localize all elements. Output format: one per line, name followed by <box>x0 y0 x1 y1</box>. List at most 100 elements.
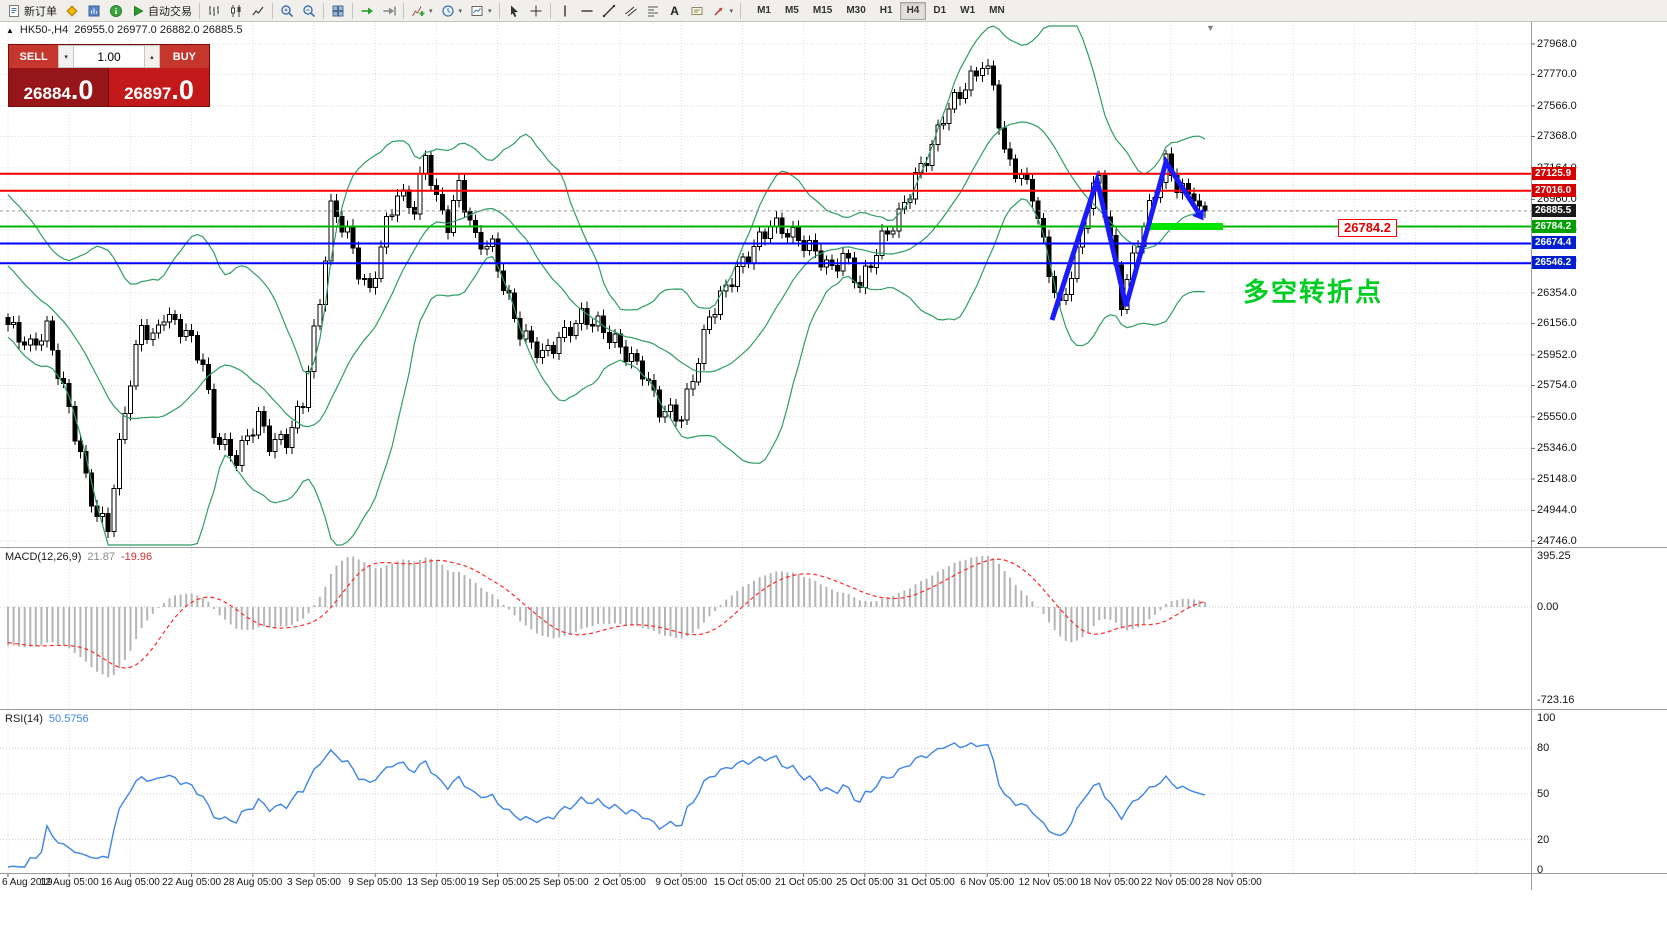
time-axis-label: 13 Sep 05:00 <box>406 877 467 888</box>
price-axis-label: 27770.0 <box>1537 68 1577 80</box>
toolbar-separator <box>403 2 404 19</box>
time-axis-label: 15 Oct 05:00 <box>713 877 772 888</box>
trendline-tool-button[interactable] <box>598 1 620 21</box>
level-price-badge: 27125.9 <box>1532 167 1576 180</box>
timeframe-h4-button[interactable]: H4 <box>899 1 927 20</box>
chart-title-line: ▲ HK50-,H4 26955.0 26977.0 26882.0 26885… <box>6 24 242 36</box>
timeframe-m15-button[interactable]: M15 <box>806 2 839 20</box>
data-window-button[interactable] <box>105 1 127 21</box>
fibonacci-tool-button[interactable] <box>642 1 664 21</box>
toolbar-separator <box>549 2 551 19</box>
timeframe-w1-button[interactable]: W1 <box>953 2 982 20</box>
rsi-axis-label: 0 <box>1537 864 1544 876</box>
fibonacci-icon <box>647 6 658 16</box>
time-axis-label: 28 Aug 05:00 <box>223 877 283 888</box>
zigzag-arrow-annotation[interactable] <box>1049 155 1201 321</box>
dropdown-caret-icon: ▾ <box>488 7 492 15</box>
toolbar-separator <box>498 2 500 19</box>
toolbar-separator <box>272 2 273 19</box>
new-order-label: 新订单 <box>24 5 57 18</box>
chart-shift-button[interactable] <box>378 1 400 21</box>
macd-histogram <box>7 556 1206 678</box>
templates-button[interactable]: ▾ <box>466 1 496 21</box>
timeframe-m30-button[interactable]: M30 <box>839 2 872 20</box>
time-axis-label: 9 Sep 05:00 <box>348 877 403 888</box>
new-order-button[interactable]: 新订单 <box>3 1 61 21</box>
current-price-badge: 26885.5 <box>1532 204 1576 217</box>
vertical-line-tool-button[interactable] <box>554 1 576 21</box>
volume-decrease-button[interactable]: ▾ <box>58 45 74 68</box>
timeframe-mn-button[interactable]: MN <box>982 2 1012 20</box>
tile-windows-button[interactable] <box>327 1 349 21</box>
bar-chart-icon <box>209 5 219 16</box>
time-axis-label: 3 Sep 05:00 <box>287 877 341 888</box>
periods-button[interactable]: ▾ <box>437 1 467 21</box>
text-tool-icon: A <box>670 3 679 18</box>
toolbar-separator <box>199 2 200 19</box>
time-axis-label: 22 Aug 05:00 <box>162 877 222 888</box>
time-axis-label: 12 Nov 05:00 <box>1018 877 1079 888</box>
trade-panel-top-row: SELL ▾ ▴ BUY <box>9 45 209 68</box>
tile-windows-icon <box>332 5 344 16</box>
rsi-indicator-label: RSI(14) 50.5756 <box>5 713 89 725</box>
timeframe-h1-button[interactable]: H1 <box>873 2 900 20</box>
buy-price[interactable]: 26897.0 <box>109 68 209 106</box>
shapes-tool-button[interactable]: ▾ <box>708 1 738 21</box>
cursor-button[interactable] <box>503 1 525 21</box>
bar-chart-button[interactable] <box>203 1 225 21</box>
channel-tool-button[interactable] <box>620 1 642 21</box>
buy-button[interactable]: BUY <box>159 45 209 68</box>
time-axis-label: 6 Nov 05:00 <box>960 877 1015 888</box>
timeframe-d1-button[interactable]: D1 <box>926 2 953 20</box>
zoom-out-button[interactable] <box>298 1 320 21</box>
macd-axis-label: 395.25 <box>1537 550 1571 562</box>
text-tool-button[interactable]: A <box>664 1 686 21</box>
auto-scroll-button[interactable] <box>356 1 378 21</box>
price-axis-label: 27368.0 <box>1537 130 1577 142</box>
chart-shift-marker[interactable]: ▼ <box>1206 23 1215 33</box>
rsi-axis-label: 20 <box>1537 834 1550 846</box>
price-axis-label: 25148.0 <box>1537 473 1577 485</box>
dropdown-caret-icon: ▾ <box>429 7 433 15</box>
chart-ohlc-values: 26955.0 26977.0 26882.0 26885.5 <box>74 24 243 36</box>
indicators-button[interactable]: ▾ <box>407 1 437 21</box>
price-axis-label: 24944.0 <box>1537 504 1577 516</box>
volume-increase-button[interactable]: ▴ <box>144 45 160 68</box>
toolbar-separator <box>740 2 742 19</box>
metaeditor-button[interactable] <box>61 1 83 21</box>
level-lines <box>0 172 1531 265</box>
price-annotation-label[interactable]: 26784.2 <box>1338 219 1397 237</box>
zoom-in-icon <box>281 4 294 17</box>
time-axis-label: 19 Sep 05:00 <box>467 877 528 888</box>
candlestick-chart-button[interactable] <box>225 1 247 21</box>
chart-shift-icon <box>383 6 396 15</box>
chart-symbol-title: HK50-,H4 <box>19 24 69 36</box>
horizontal-line-tool-button[interactable] <box>576 1 598 21</box>
new-order-icon <box>9 4 19 17</box>
price-axis-label: 26354.0 <box>1537 287 1577 299</box>
one-click-panel-toggle[interactable]: ▲ <box>6 25 14 35</box>
candlestick-series[interactable] <box>5 59 1208 538</box>
toolbar-separator <box>323 2 324 19</box>
volume-input[interactable] <box>74 45 144 68</box>
timeframe-m5-button[interactable]: M5 <box>778 2 806 20</box>
profiles-button[interactable] <box>83 1 105 21</box>
time-axis-label: 31 Oct 05:00 <box>897 877 955 888</box>
autotrading-button[interactable]: 自动交易 <box>127 1 196 21</box>
line-chart-button[interactable] <box>247 1 269 21</box>
rsi-axis-label: 100 <box>1537 712 1556 724</box>
timeframe-m1-button[interactable]: M1 <box>750 2 778 20</box>
rsi-axis-label: 50 <box>1537 788 1550 800</box>
crosshair-button[interactable] <box>525 1 547 21</box>
auto-scroll-icon <box>361 7 373 14</box>
turning-point-text[interactable]: 多空转折点 <box>1243 277 1384 307</box>
sell-price[interactable]: 26884.0 <box>9 68 109 106</box>
periods-clock-icon <box>441 4 454 17</box>
zoom-in-button[interactable] <box>276 1 298 21</box>
sell-button[interactable]: SELL <box>9 45 59 68</box>
label-tool-button[interactable] <box>686 1 708 21</box>
time-axis-label: 16 Aug 05:00 <box>100 877 160 888</box>
main-toolbar: 新订单 自动交易 ▾ ▾ <box>0 0 1667 22</box>
